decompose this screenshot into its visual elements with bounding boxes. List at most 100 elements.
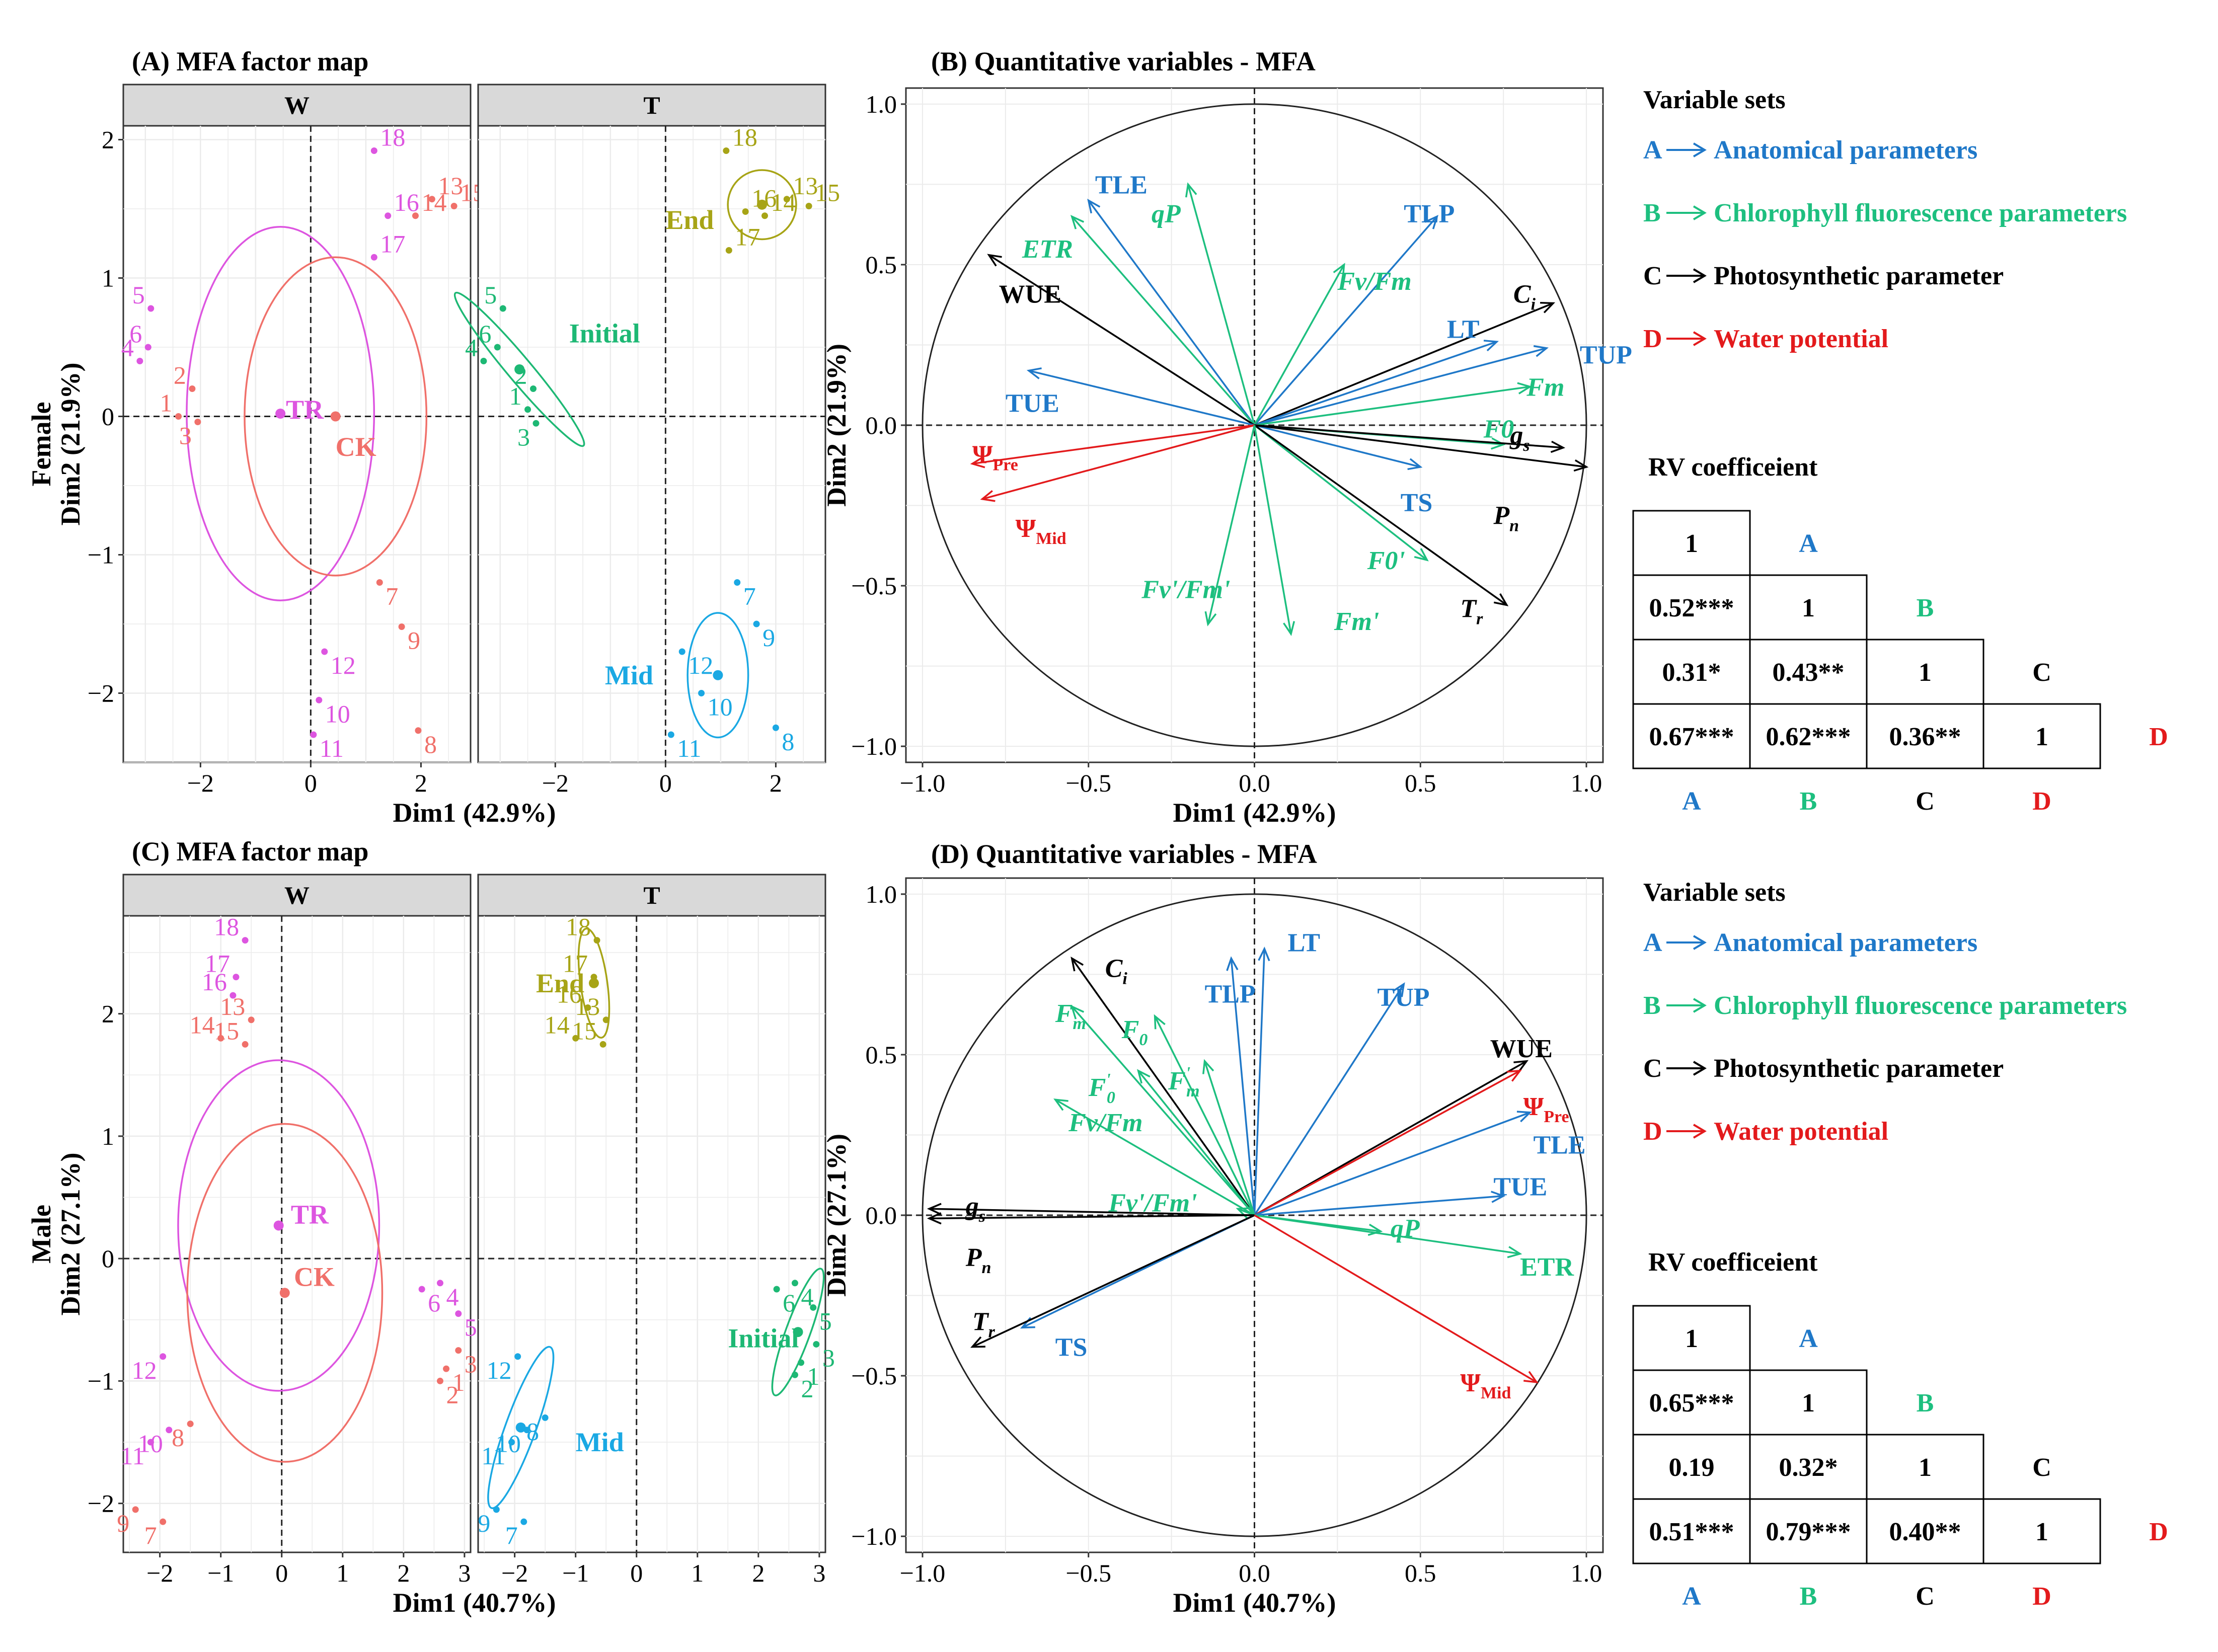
point-label: 4 <box>121 334 134 362</box>
arrow-head <box>1070 957 1084 972</box>
arrow-head <box>1516 1111 1532 1123</box>
x-tick-label: 3 <box>813 1559 825 1587</box>
y-tick-label: 2 <box>102 1000 114 1028</box>
data-point <box>508 1439 515 1446</box>
data-point <box>370 147 377 154</box>
point-label: 9 <box>478 1509 490 1537</box>
variable-arrow <box>972 424 1255 465</box>
point-label: 17 <box>205 950 230 978</box>
facet-strip <box>477 874 826 917</box>
y-tick-label: −1 <box>88 541 114 569</box>
arrow-head <box>970 1336 985 1348</box>
data-point <box>805 203 812 209</box>
data-point <box>791 1371 798 1378</box>
variable-label: gs <box>1509 421 1529 455</box>
rv-value: 0.32* <box>1779 1453 1838 1482</box>
rv-row-key: C <box>2032 1453 2051 1482</box>
point-label: 18 <box>380 123 405 151</box>
rv-cell <box>1982 703 2101 769</box>
variable-label: F0 <box>1121 1015 1148 1049</box>
point-label: 12 <box>688 651 713 679</box>
data-point <box>593 937 600 944</box>
rv-value: 0.31* <box>1662 658 1721 687</box>
y-tick-label: −0.5 <box>851 1362 897 1390</box>
legend-title: Variable sets <box>1643 86 1786 114</box>
data-point <box>233 974 240 981</box>
data-point <box>524 406 531 413</box>
panel-title: (D) Quantitative variables - MFA <box>931 839 1317 869</box>
y-tick-label: −1 <box>88 1367 114 1395</box>
point-label: 6 <box>428 1289 440 1317</box>
x-tick-label: 2 <box>415 769 427 797</box>
variable-label: Fm' <box>1334 607 1380 636</box>
x-tick-label: 0 <box>304 769 317 797</box>
variable-arrow <box>988 254 1255 426</box>
x-tick-label: −1 <box>562 1559 589 1587</box>
rv-value: 0.79*** <box>1766 1518 1851 1546</box>
point-label: 10 <box>325 699 350 728</box>
arrow-head <box>1573 459 1589 472</box>
data-point <box>773 1286 780 1293</box>
variable-label: Ci <box>1105 955 1128 988</box>
variable-label: Fm <box>1055 999 1086 1033</box>
legend-label: Water potential <box>1714 1117 1888 1146</box>
arrow-head <box>1258 947 1270 962</box>
data-point <box>443 1365 450 1372</box>
arrow-head <box>1070 215 1085 229</box>
data-point <box>532 420 540 427</box>
data-point <box>590 974 597 981</box>
variable-label: WUE <box>1490 1035 1553 1063</box>
point-label: 12 <box>487 1356 512 1384</box>
y-tick-label: 2 <box>102 126 114 154</box>
variable-label: Ci <box>1513 280 1536 313</box>
variable-label: F0' <box>1367 546 1405 575</box>
data-point <box>599 1041 606 1048</box>
data-point <box>530 385 537 392</box>
point-label: 3 <box>179 422 192 450</box>
rv-col-key: C <box>1916 787 1935 816</box>
variable-arrow <box>1254 385 1531 426</box>
data-point <box>217 1035 224 1042</box>
variable-label: WUE <box>999 280 1061 308</box>
data-point <box>436 1280 443 1287</box>
plot-area <box>477 915 826 1553</box>
variable-arrow <box>1254 1070 1520 1216</box>
data-point <box>791 1280 798 1287</box>
group-centroid <box>515 1422 526 1433</box>
variable-label: Fv'/Fm' <box>1141 575 1230 604</box>
rv-cell <box>1749 703 1868 769</box>
group-centroid <box>330 411 341 422</box>
group-label: TR <box>286 395 324 425</box>
legend-arrow-head <box>1693 205 1707 220</box>
data-point <box>242 937 249 944</box>
point-label: 6 <box>783 1289 795 1317</box>
data-point <box>144 344 151 351</box>
data-point <box>810 1304 817 1311</box>
point-label: 16 <box>202 968 227 996</box>
point-label: 13 <box>793 172 818 200</box>
arrow-head <box>1367 1223 1383 1236</box>
arrow-head <box>1333 263 1345 278</box>
rv-value: 0.36** <box>1889 723 1961 751</box>
y-tick-label: −2 <box>88 1489 114 1518</box>
point-label: 11 <box>320 734 344 762</box>
rv-col-key: D <box>2032 1582 2051 1611</box>
rv-cell <box>1866 1498 1984 1564</box>
arrow-head <box>1204 611 1217 626</box>
facet-strip <box>477 84 826 127</box>
rv-col-key: B <box>1800 1582 1817 1611</box>
data-point <box>147 1439 154 1446</box>
group-centroid <box>589 978 599 988</box>
data-point <box>160 1518 167 1525</box>
point-label: 11 <box>120 1442 144 1470</box>
variable-arrow <box>1187 184 1256 426</box>
data-point <box>136 358 143 364</box>
arrow-head <box>1053 1098 1068 1111</box>
arrow-head <box>1533 345 1549 357</box>
y-tick-label: 0 <box>102 1244 114 1273</box>
rv-cell <box>1982 1498 2101 1564</box>
x-tick-label: −1 <box>207 1559 234 1587</box>
point-label: 2 <box>801 1374 813 1402</box>
arrow-head <box>1507 1246 1522 1258</box>
rv-value: 0.19 <box>1669 1453 1715 1482</box>
